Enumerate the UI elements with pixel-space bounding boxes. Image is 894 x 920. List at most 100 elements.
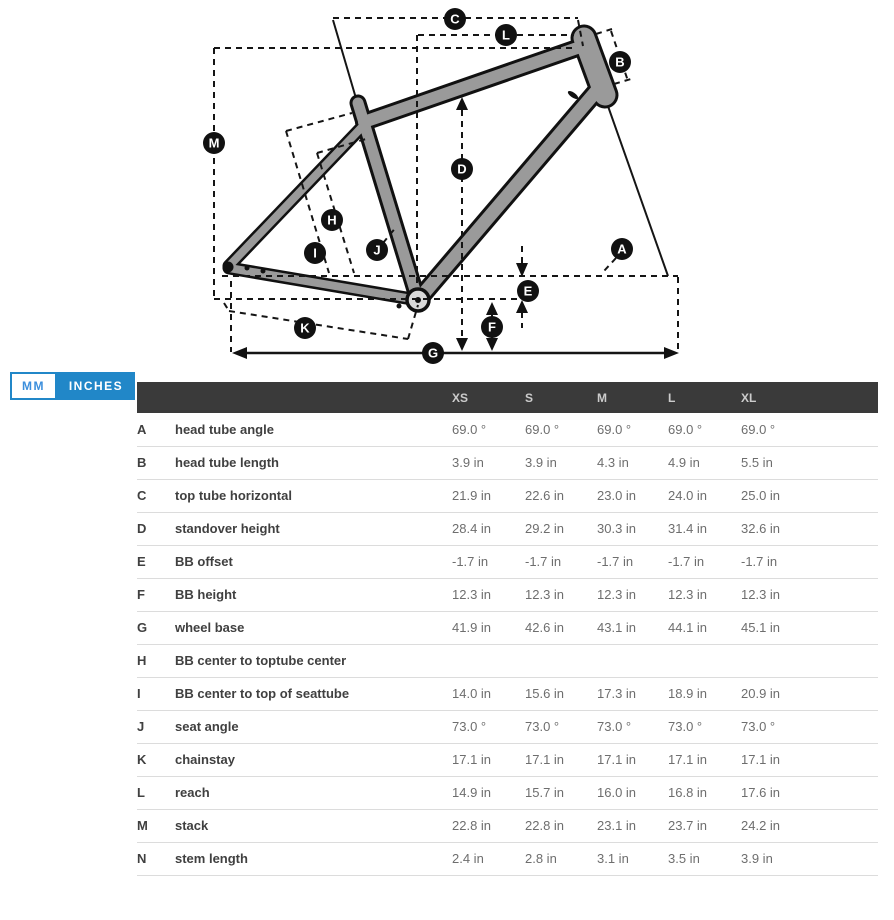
row-value-m [597, 644, 668, 678]
row-letter: I [137, 677, 175, 711]
svg-text:I: I [313, 246, 317, 261]
row-value-m: 4.3 in [597, 446, 668, 480]
table-row-e: E BB offset -1.7 in -1.7 in -1.7 in -1.7 in -1… [137, 545, 878, 579]
row-letter: G [137, 611, 175, 645]
row-value-m: 17.1 in [597, 743, 668, 777]
row-measurement-name: head tube length [175, 446, 452, 480]
row-value-l [668, 644, 741, 678]
row-value-m: 17.3 in [597, 677, 668, 711]
row-value-xl: -1.7 in [741, 545, 878, 579]
row-letter: A [137, 413, 175, 447]
row-value-xs [452, 644, 525, 678]
row-value-s: 42.6 in [525, 611, 597, 645]
row-value-xl: 17.1 in [741, 743, 878, 777]
steering-axis-line [602, 91, 669, 277]
measure-label-M: M [203, 132, 225, 154]
row-value-m: 23.0 in [597, 479, 668, 513]
row-value-l: 24.0 in [668, 479, 741, 513]
row-value-xl: 24.2 in [741, 809, 878, 843]
row-value-l: 69.0 ° [668, 413, 741, 447]
diagram-measure-labels: A B C D E F G H I J K L M [203, 8, 633, 364]
measure-label-D: D [451, 158, 473, 180]
row-measurement-name: head tube angle [175, 413, 452, 447]
table-header-row: XS S M L XL [137, 382, 878, 413]
measure-label-I: I [304, 242, 326, 264]
row-letter: M [137, 809, 175, 843]
row-value-l: -1.7 in [668, 545, 741, 579]
row-value-xs: -1.7 in [452, 545, 525, 579]
svg-text:J: J [373, 243, 380, 258]
row-measurement-name: BB center to top of seattube [175, 677, 452, 711]
row-value-s: 15.6 in [525, 677, 597, 711]
column-header-s: S [525, 382, 597, 413]
svg-text:C: C [450, 12, 460, 27]
row-letter: B [137, 446, 175, 480]
row-value-m: 69.0 ° [597, 413, 668, 447]
row-letter: K [137, 743, 175, 777]
row-letter: E [137, 545, 175, 579]
row-measurement-name: BB offset [175, 545, 452, 579]
row-value-m: 16.0 in [597, 776, 668, 810]
measure-label-L: L [495, 24, 517, 46]
row-measurement-name: chainstay [175, 743, 452, 777]
row-measurement-name: top tube horizontal [175, 479, 452, 513]
header-spacer-name [175, 382, 452, 413]
row-value-l: 23.7 in [668, 809, 741, 843]
row-value-s [525, 644, 597, 678]
row-value-s: 3.9 in [525, 446, 597, 480]
row-value-xl: 25.0 in [741, 479, 878, 513]
row-value-s: 22.6 in [525, 479, 597, 513]
row-value-l: 16.8 in [668, 776, 741, 810]
row-value-s: 12.3 in [525, 578, 597, 612]
row-value-l: 17.1 in [668, 743, 741, 777]
row-value-m: 12.3 in [597, 578, 668, 612]
svg-text:G: G [428, 346, 438, 361]
cable-guide-dot [244, 265, 250, 271]
column-header-xl: XL [741, 382, 878, 413]
measure-label-K: K [294, 317, 316, 339]
row-letter: F [137, 578, 175, 612]
row-value-xl: 17.6 in [741, 776, 878, 810]
svg-text:M: M [209, 136, 220, 151]
row-value-xl: 69.0 ° [741, 413, 878, 447]
row-value-xs: 12.3 in [452, 578, 525, 612]
row-value-xl: 32.6 in [741, 512, 878, 546]
svg-text:E: E [524, 284, 533, 299]
row-letter: L [137, 776, 175, 810]
standover-arrows [456, 97, 468, 351]
row-value-s: 69.0 ° [525, 413, 597, 447]
row-measurement-name: stack [175, 809, 452, 843]
column-header-m: M [597, 382, 668, 413]
bb-height-arrows [486, 302, 498, 351]
frame-fill [225, 27, 616, 306]
row-value-l: 4.9 in [668, 446, 741, 480]
row-letter: N [137, 842, 175, 876]
inches-toggle-button[interactable]: INCHES [57, 372, 135, 400]
cable-guide-dot [396, 303, 402, 309]
row-value-s: -1.7 in [525, 545, 597, 579]
row-value-m: 30.3 in [597, 512, 668, 546]
row-value-l: 73.0 ° [668, 710, 741, 744]
row-value-xs: 41.9 in [452, 611, 525, 645]
row-value-s: 2.8 in [525, 842, 597, 876]
bb-offset-arrows [516, 263, 528, 313]
measure-label-H: H [321, 209, 343, 231]
row-value-xs: 14.9 in [452, 776, 525, 810]
row-value-xs: 69.0 ° [452, 413, 525, 447]
measure-label-A: A [611, 238, 633, 260]
row-value-s: 22.8 in [525, 809, 597, 843]
mm-toggle-button[interactable]: MM [10, 372, 57, 400]
wheelbase-arrow [232, 347, 679, 359]
measure-label-F: F [481, 316, 503, 338]
svg-text:K: K [300, 321, 310, 336]
